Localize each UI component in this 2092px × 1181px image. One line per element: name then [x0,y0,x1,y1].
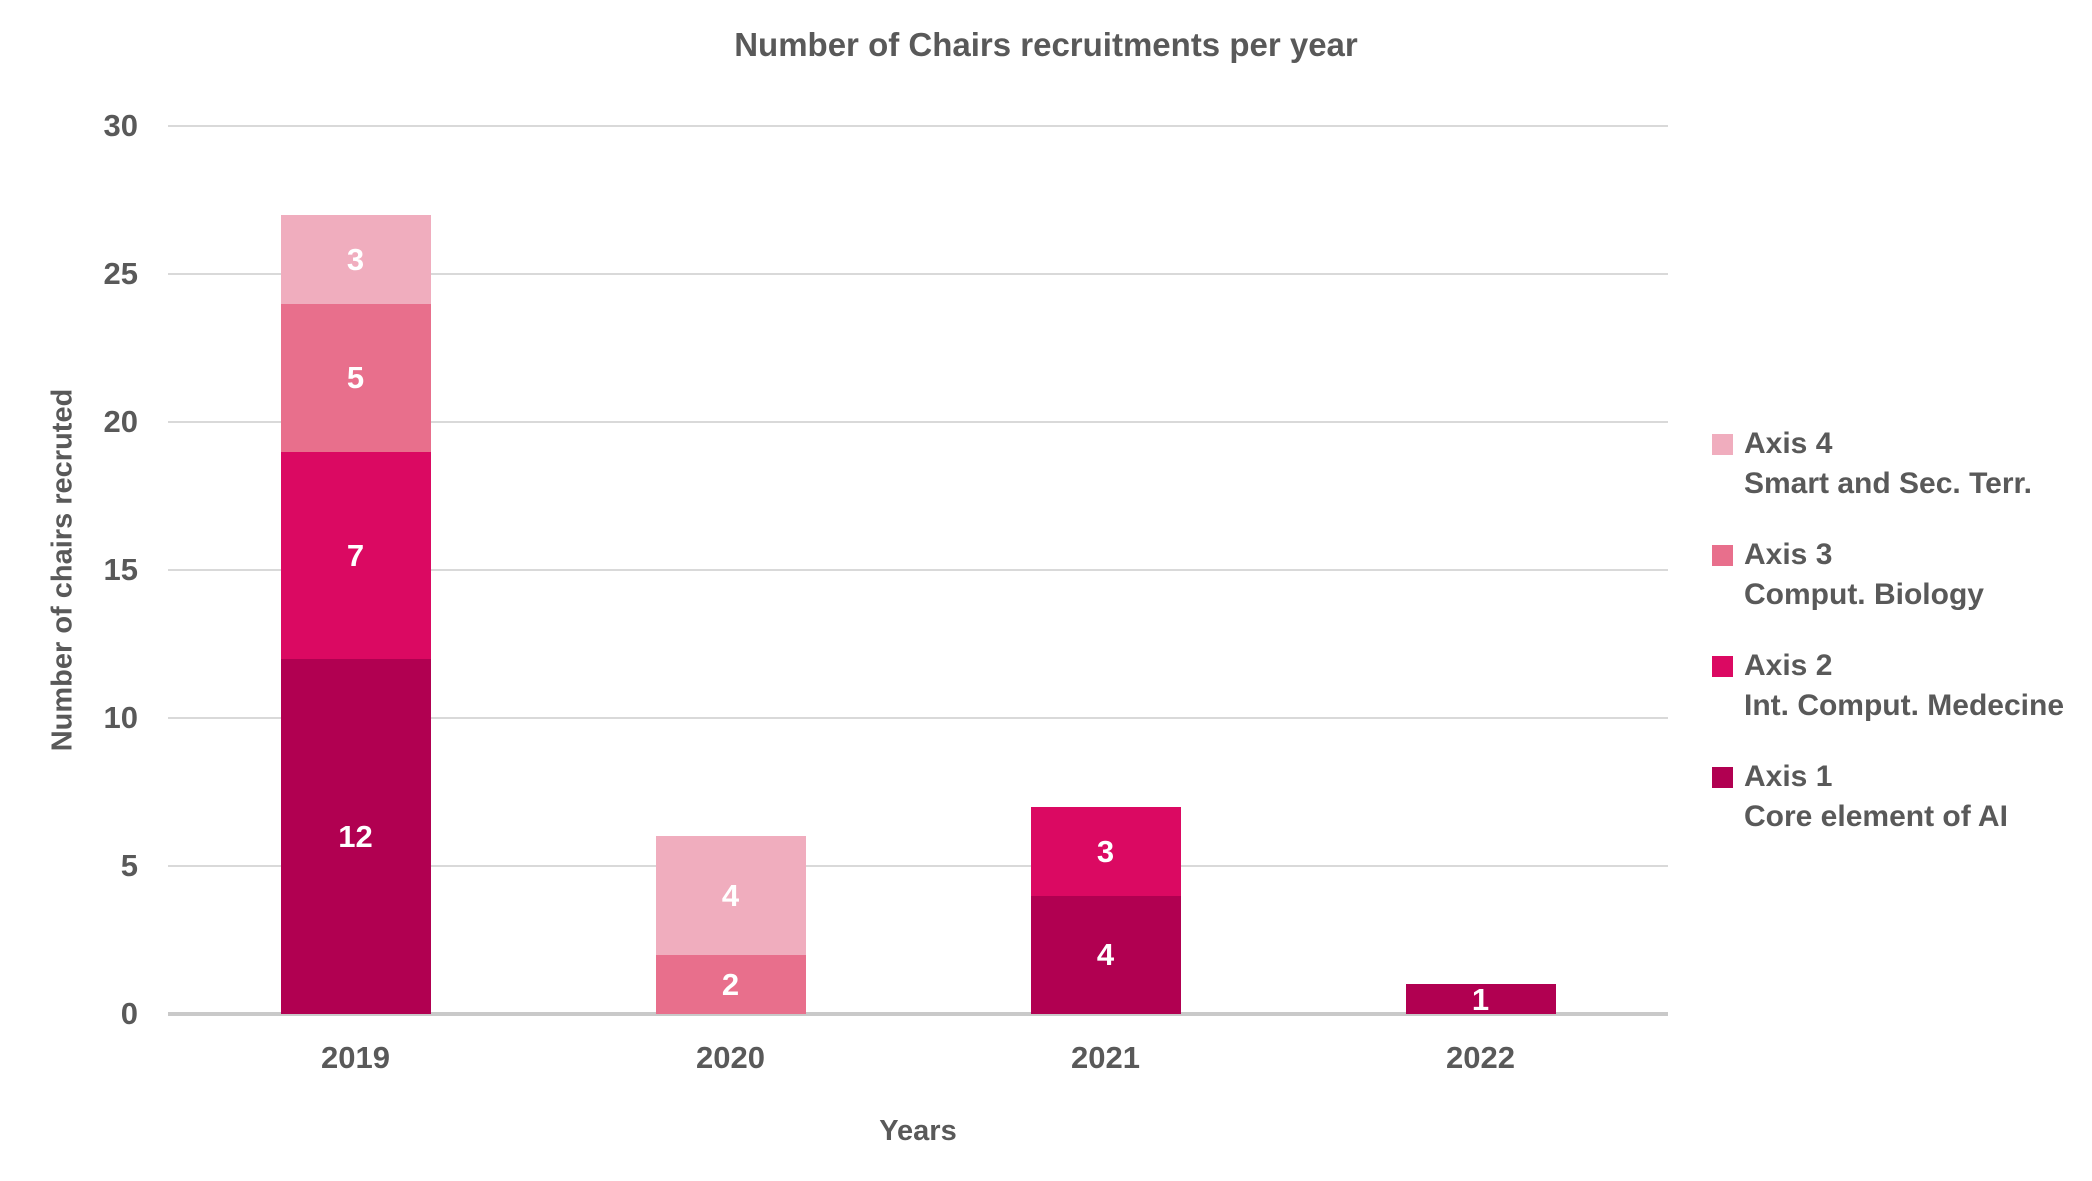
bar-segment-axis-1: 1 [1405,981,1556,1017]
legend-entry-axis-2: Axis 2 Int. Comput. Medecine [1712,646,2064,726]
legend-label: Axis 2 [1744,649,1833,682]
legend-swatch-axis-4 [1712,433,1733,455]
legend: Axis 4 Smart and Sec. Terr. Axis 3 Compu… [1712,424,2064,868]
x-tick-label: 2021 [1071,1040,1140,1075]
legend-label: Axis 4 [1744,427,1833,460]
bar-2022: 1 [1405,981,1556,1017]
legend-description: Int. Comput. Medecine [1744,689,2065,722]
bar-segment-axis-1: 4 [1030,895,1181,1014]
bar-segment-label: 1 [1471,981,1490,1017]
legend-label: Axis 1 [1744,760,1833,793]
y-tick-label: 15 [103,552,138,587]
bar-segment-axis-2: 7 [280,451,431,659]
x-tick-label: 2020 [696,1040,765,1075]
bar-segment-label: 7 [346,537,365,573]
y-tick-label: 20 [103,404,138,439]
y-tick-label: 30 [103,108,138,143]
legend-entry-row: Axis 2 [1712,646,2064,686]
gridline [168,717,1668,719]
legend-description: Smart and Sec. Terr. [1744,467,2032,500]
bar-segment-label: 3 [346,241,365,277]
bar-segment-label: 4 [721,878,740,914]
legend-label: Axis 3 [1744,538,1833,571]
legend-swatch-axis-2 [1712,655,1733,677]
y-tick-label: 10 [103,700,138,735]
x-tick-label: 2019 [321,1040,390,1075]
plot-area: 0 5 10 15 20 25 30 12 7 5 3 2019 2 4 2020 4 3 2021 1 2022 [104,108,1668,1075]
bar-segment-label: 12 [338,818,373,854]
gridline [168,125,1668,127]
y-tick-label: 5 [120,848,138,883]
legend-swatch-axis-3 [1712,544,1733,566]
x-axis-line [168,1012,1668,1016]
legend-entry-axis-1: Axis 1 Core element of AI [1712,757,2064,837]
legend-entry-row: Axis 1 [1712,757,2064,797]
legend-entry-axis-3: Axis 3 Comput. Biology [1712,535,2064,615]
bar-segment-axis-1: 12 [280,658,431,1014]
bar-segment-label: 2 [721,966,740,1002]
gridline [168,273,1668,275]
legend-entry-row: Axis 3 [1712,535,2064,575]
legend-description: Comput. Biology [1744,578,1984,611]
bar-segment-axis-4: 4 [655,836,806,955]
legend-swatch-axis-1 [1712,766,1733,788]
bar-2019: 12 7 5 3 [280,214,431,1014]
gridline [168,421,1668,423]
x-tick-label: 2022 [1446,1040,1515,1075]
x-axis-title: Years [879,1115,957,1147]
legend-entry-row: Axis 4 [1712,424,2064,464]
legend-entry-axis-4: Axis 4 Smart and Sec. Terr. [1712,424,2064,504]
legend-description: Core element of AI [1744,800,2008,833]
gridline [168,569,1668,571]
bar-segment-axis-3: 5 [280,303,431,452]
bar-segment-axis-3: 2 [655,954,806,1014]
bar-segment-label: 5 [346,360,365,396]
chart-title: Number of Chairs recruitments per year [734,26,1358,63]
y-tick-label: 25 [103,256,138,291]
bar-segment-axis-2: 3 [1030,806,1181,896]
bar-segment-axis-4: 3 [280,214,431,304]
gridline [168,865,1668,867]
y-tick-label: 0 [120,996,138,1031]
bar-segment-label: 3 [1096,833,1115,869]
bar-segment-label: 4 [1096,937,1115,973]
